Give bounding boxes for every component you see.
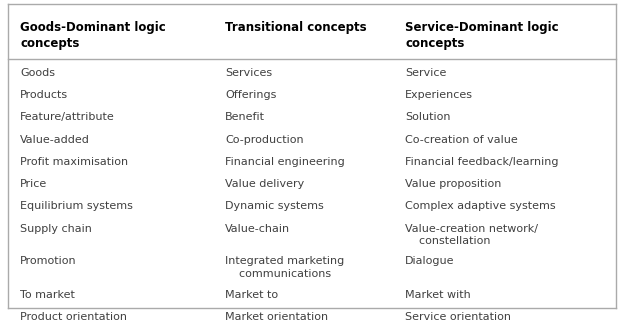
Text: Offerings: Offerings	[225, 90, 276, 100]
Text: Value-creation network/
    constellation: Value-creation network/ constellation	[405, 224, 538, 246]
Text: Benefit: Benefit	[225, 112, 265, 122]
Text: Service orientation: Service orientation	[405, 312, 511, 322]
Text: Transitional concepts: Transitional concepts	[225, 22, 367, 35]
Text: Financial engineering: Financial engineering	[225, 157, 345, 167]
Text: Services: Services	[225, 68, 272, 78]
Text: Feature/attribute: Feature/attribute	[20, 112, 115, 122]
Text: Co-production: Co-production	[225, 135, 304, 145]
Text: Integrated marketing
    communications: Integrated marketing communications	[225, 256, 344, 279]
Text: Product orientation: Product orientation	[20, 312, 127, 322]
Text: Price: Price	[20, 179, 47, 189]
Text: Service: Service	[405, 68, 447, 78]
Text: Promotion: Promotion	[20, 256, 77, 266]
Text: Value-added: Value-added	[20, 135, 90, 145]
Text: Equilibrium systems: Equilibrium systems	[20, 202, 133, 212]
Text: Service-Dominant logic
concepts: Service-Dominant logic concepts	[405, 22, 559, 50]
Text: Value delivery: Value delivery	[225, 179, 305, 189]
Text: Financial feedback/learning: Financial feedback/learning	[405, 157, 558, 167]
Text: Solution: Solution	[405, 112, 451, 122]
Text: Experiences: Experiences	[405, 90, 473, 100]
Text: Market to: Market to	[225, 290, 278, 300]
Text: Goods: Goods	[20, 68, 55, 78]
Text: To market: To market	[20, 290, 75, 300]
Text: Dynamic systems: Dynamic systems	[225, 202, 324, 212]
Text: Market orientation: Market orientation	[225, 312, 328, 322]
Text: Products: Products	[20, 90, 68, 100]
Text: Dialogue: Dialogue	[405, 256, 455, 266]
Text: Market with: Market with	[405, 290, 471, 300]
Text: Profit maximisation: Profit maximisation	[20, 157, 128, 167]
Text: Supply chain: Supply chain	[20, 224, 92, 234]
Text: Co-creation of value: Co-creation of value	[405, 135, 518, 145]
Text: Value proposition: Value proposition	[405, 179, 502, 189]
Text: Value-chain: Value-chain	[225, 224, 290, 234]
Text: Goods-Dominant logic
concepts: Goods-Dominant logic concepts	[20, 22, 166, 50]
Text: Complex adaptive systems: Complex adaptive systems	[405, 202, 556, 212]
